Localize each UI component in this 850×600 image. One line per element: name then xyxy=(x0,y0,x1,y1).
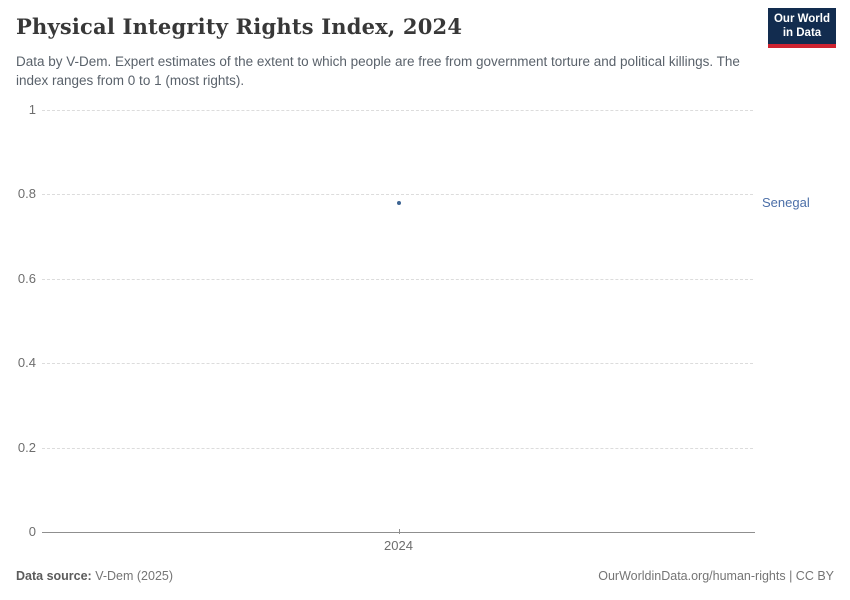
chart-footer: Data source: V-Dem (2025) OurWorldinData… xyxy=(16,569,834,583)
data-source-note: Data source: V-Dem (2025) xyxy=(16,569,173,583)
y-axis-tick-label: 1 xyxy=(28,102,36,117)
x-axis-tick-label: 2024 xyxy=(384,538,413,553)
owid-logo: Our World in Data xyxy=(768,8,836,48)
data-source-value: V-Dem (2025) xyxy=(91,569,174,583)
y-axis-tick-label: 0 xyxy=(28,524,36,539)
y-axis-tick-label: 0.6 xyxy=(17,270,36,286)
credit-link[interactable]: OurWorldinData.org/human-rights | CC BY xyxy=(598,569,834,583)
y-axis-tick-label: 0.8 xyxy=(17,186,36,202)
data-point-senegal[interactable] xyxy=(396,200,401,205)
owid-logo-line1: Our World xyxy=(773,13,830,25)
chart-subtitle: Data by V-Dem. Expert estimates of the e… xyxy=(16,54,740,88)
y-axis-tick-label: 0.4 xyxy=(17,355,36,371)
gridline xyxy=(42,110,753,111)
y-axis-tick-label: 0.2 xyxy=(17,439,36,455)
gridline xyxy=(42,194,753,196)
entity-label-senegal[interactable]: Senegal xyxy=(762,194,810,210)
gridline xyxy=(42,278,753,280)
data-source-label: Data source: xyxy=(16,569,92,583)
chart-title: Physical Integrity Rights Index, 2024 xyxy=(16,14,463,39)
gridline xyxy=(42,447,753,449)
gridline xyxy=(42,363,753,365)
x-axis-tick-mark xyxy=(398,529,400,534)
owid-logo-line2: in Data xyxy=(782,26,822,39)
plot-area xyxy=(42,110,755,533)
